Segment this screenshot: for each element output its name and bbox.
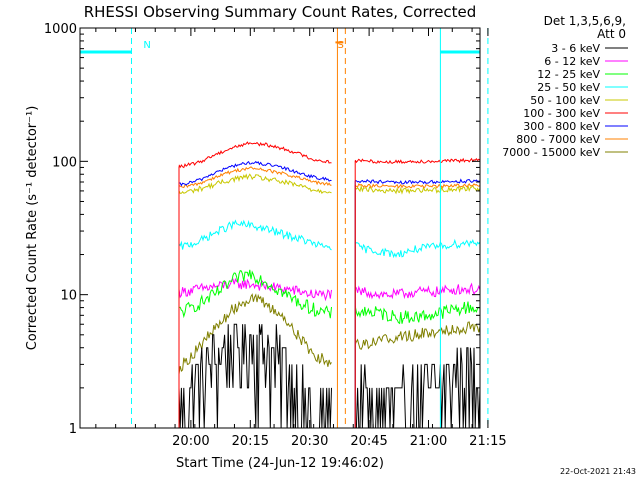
- plot-frame: [79, 27, 481, 429]
- y-tick-label-1: 10: [60, 289, 77, 304]
- chart-title: RHESSI Observing Summary Count Rates, Co…: [84, 3, 477, 21]
- plot-area: [178, 141, 481, 429]
- axes: 1 10 100 1000 20:00 20:15 20:30 20:45 21:00 21:15: [44, 22, 507, 449]
- series-line-5: [178, 141, 481, 428]
- x-tick-label-5: 21:15: [469, 434, 506, 449]
- y-tick-label-3: 1000: [44, 22, 77, 37]
- legend-label-0: 3 - 6 keV: [551, 42, 600, 55]
- legend-label-2: 12 - 25 keV: [537, 68, 600, 81]
- x-tick-label-0: 20:00: [172, 434, 209, 449]
- legend-label-1: 6 - 12 keV: [544, 55, 600, 68]
- x-tick-label-2: 20:30: [291, 434, 328, 449]
- y-tick-label-2: 100: [52, 155, 77, 170]
- x-tick-label-1: 20:15: [232, 434, 269, 449]
- legend-label-8: 7000 - 15000 keV: [502, 146, 600, 159]
- x-axis-label: Start Time (24-Jun-12 19:46:02): [176, 456, 384, 471]
- y-tick-label-0: 1: [69, 422, 77, 437]
- legend-label-7: 800 - 7000 keV: [516, 133, 600, 146]
- annotation-n: N: [143, 40, 150, 51]
- legend-label-4: 50 - 100 keV: [530, 94, 600, 107]
- legend-label-6: 300 - 800 keV: [523, 120, 600, 133]
- legend-label-3: 25 - 50 keV: [537, 81, 600, 94]
- generation-timestamp: 22-Oct-2021 21:43: [560, 467, 636, 476]
- x-tick-label-4: 21:00: [410, 434, 447, 449]
- legend-label-5: 100 - 300 keV: [523, 107, 600, 120]
- legend-detectors: Det 1,3,5,6,9,: [544, 14, 626, 28]
- legend-attenuator: Att 0: [597, 27, 626, 41]
- y-axis-label: Corrected Count Rate (s⁻¹ detector⁻¹): [25, 106, 40, 351]
- annotation-s: S: [337, 40, 343, 51]
- x-tick-label-3: 20:45: [350, 434, 387, 449]
